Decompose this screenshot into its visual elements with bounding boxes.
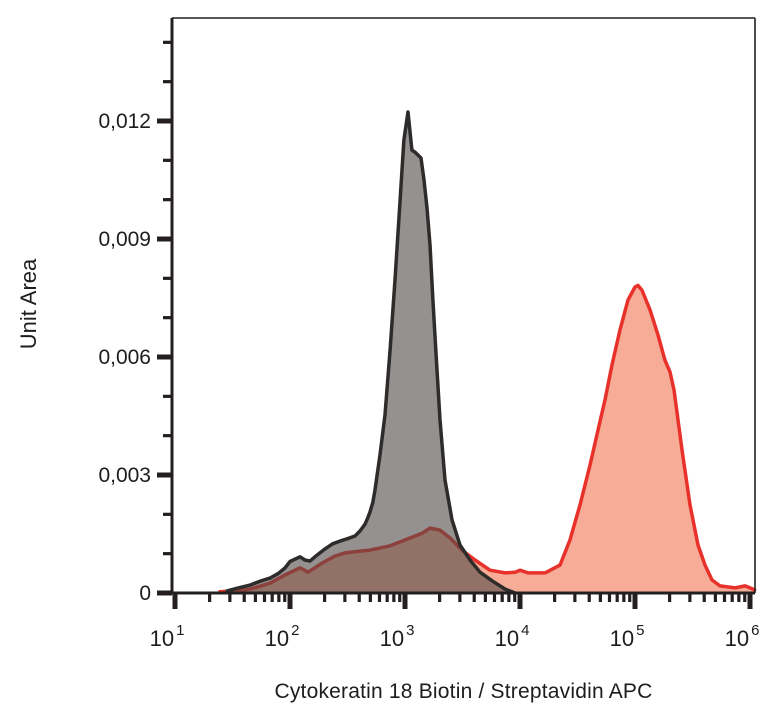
gray-histogram-fill [227, 112, 516, 593]
y-tick-label: 0,006 [98, 346, 151, 369]
x-tick-label: 10 3 [380, 622, 415, 651]
y-tick-label: 0,012 [98, 110, 151, 133]
gray-histogram-outline [225, 110, 517, 595]
x-tick-label: 10 5 [610, 622, 645, 651]
x-tick-label: 10 2 [265, 622, 300, 651]
red-histogram-fill [219, 285, 755, 593]
x-axis-title: Cytokeratin 18 Biotin / Streptavidin APC [274, 680, 653, 703]
x-tick-label: 10 4 [495, 622, 530, 651]
x-tick-label: 10 1 [150, 622, 185, 651]
y-tick-label: 0,003 [98, 464, 151, 487]
x-tick-label: 10 6 [725, 622, 760, 651]
y-axis-title: Unit Area [16, 258, 41, 350]
y-tick-label: 0,009 [98, 228, 151, 251]
y-tick-label: 0 [139, 582, 151, 605]
